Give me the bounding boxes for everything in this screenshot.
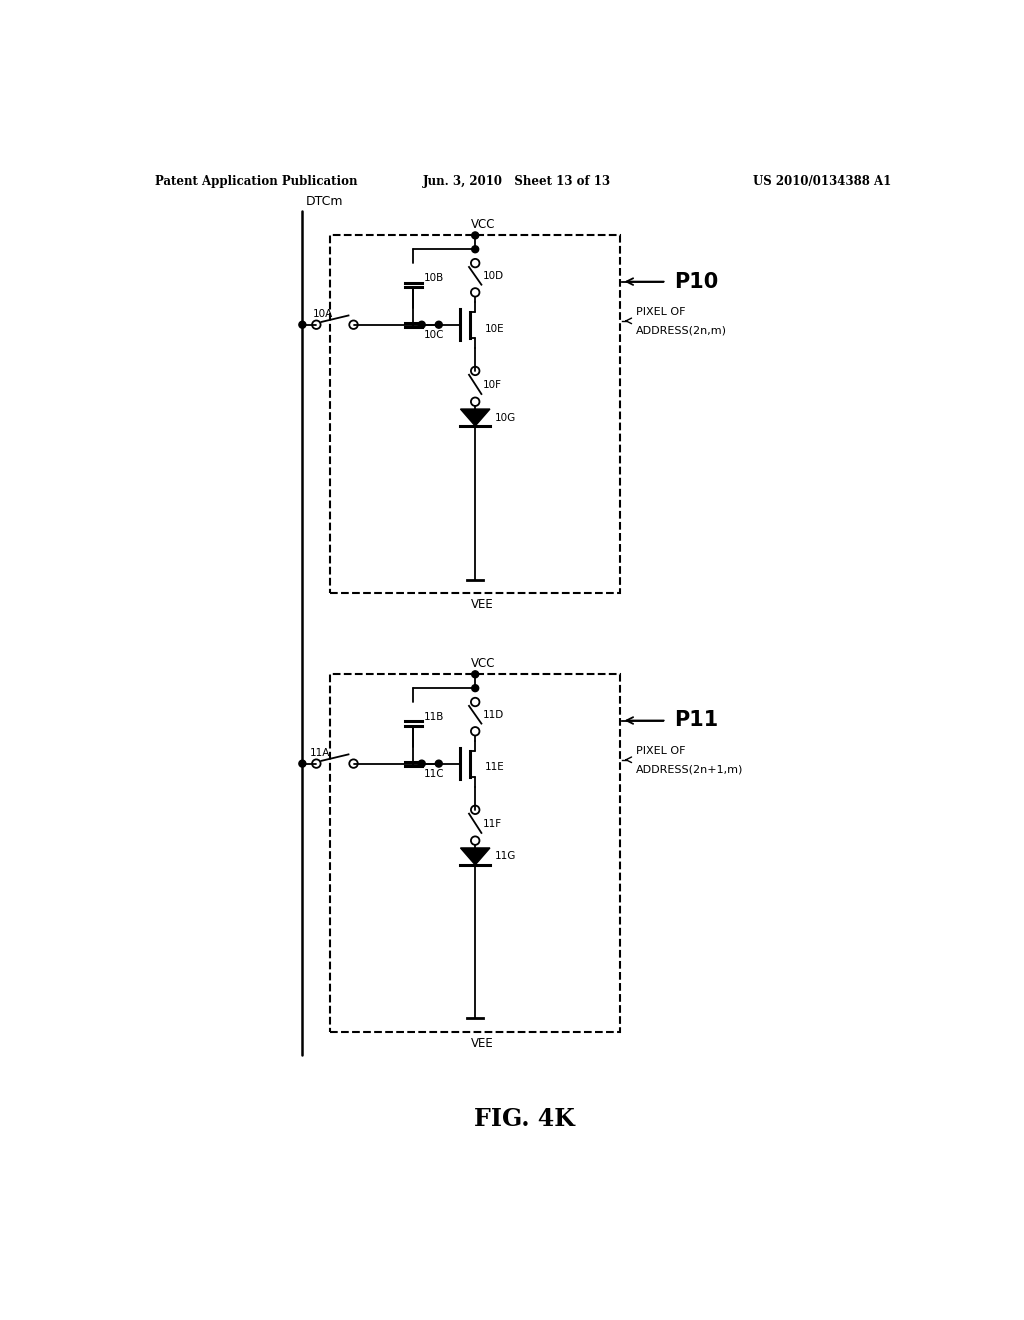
Text: 10B: 10B xyxy=(424,273,444,282)
Text: PIXEL OF: PIXEL OF xyxy=(636,746,685,755)
Text: ADDRESS(2n+1,m): ADDRESS(2n+1,m) xyxy=(636,764,743,774)
Bar xyxy=(330,675,621,1032)
Circle shape xyxy=(418,321,425,329)
Circle shape xyxy=(435,321,442,329)
Circle shape xyxy=(472,685,478,692)
Text: FIG. 4K: FIG. 4K xyxy=(474,1107,575,1131)
Text: 11D: 11D xyxy=(483,710,504,721)
Text: 11A: 11A xyxy=(310,748,331,758)
Text: 10D: 10D xyxy=(483,271,504,281)
Text: 11B: 11B xyxy=(424,711,444,722)
Circle shape xyxy=(299,760,306,767)
Text: PIXEL OF: PIXEL OF xyxy=(636,306,685,317)
Circle shape xyxy=(435,760,442,767)
Text: P11: P11 xyxy=(675,710,719,730)
Circle shape xyxy=(472,671,478,677)
Text: VCC: VCC xyxy=(471,218,496,231)
Text: DTCm: DTCm xyxy=(305,195,343,209)
Text: P10: P10 xyxy=(675,272,719,292)
Text: VCC: VCC xyxy=(471,656,496,669)
Text: 10E: 10E xyxy=(484,323,504,334)
Text: Jun. 3, 2010   Sheet 13 of 13: Jun. 3, 2010 Sheet 13 of 13 xyxy=(423,176,610,189)
Circle shape xyxy=(299,321,306,329)
Polygon shape xyxy=(461,409,489,426)
Text: 11C: 11C xyxy=(424,768,444,779)
Circle shape xyxy=(472,232,478,239)
Circle shape xyxy=(472,246,478,252)
Bar xyxy=(330,235,621,594)
Text: 10A: 10A xyxy=(312,309,333,319)
Text: 10C: 10C xyxy=(424,330,444,339)
Polygon shape xyxy=(461,847,489,865)
Text: 10G: 10G xyxy=(495,413,516,422)
Text: VEE: VEE xyxy=(471,1038,494,1049)
Text: VEE: VEE xyxy=(471,598,494,611)
Text: US 2010/0134388 A1: US 2010/0134388 A1 xyxy=(753,176,891,189)
Text: 10F: 10F xyxy=(483,380,502,389)
Text: 11F: 11F xyxy=(483,818,502,829)
Circle shape xyxy=(418,760,425,767)
Text: 11E: 11E xyxy=(484,763,504,772)
Text: Patent Application Publication: Patent Application Publication xyxy=(155,176,357,189)
Text: ADDRESS(2n,m): ADDRESS(2n,m) xyxy=(636,325,727,335)
Text: 11G: 11G xyxy=(495,851,516,862)
